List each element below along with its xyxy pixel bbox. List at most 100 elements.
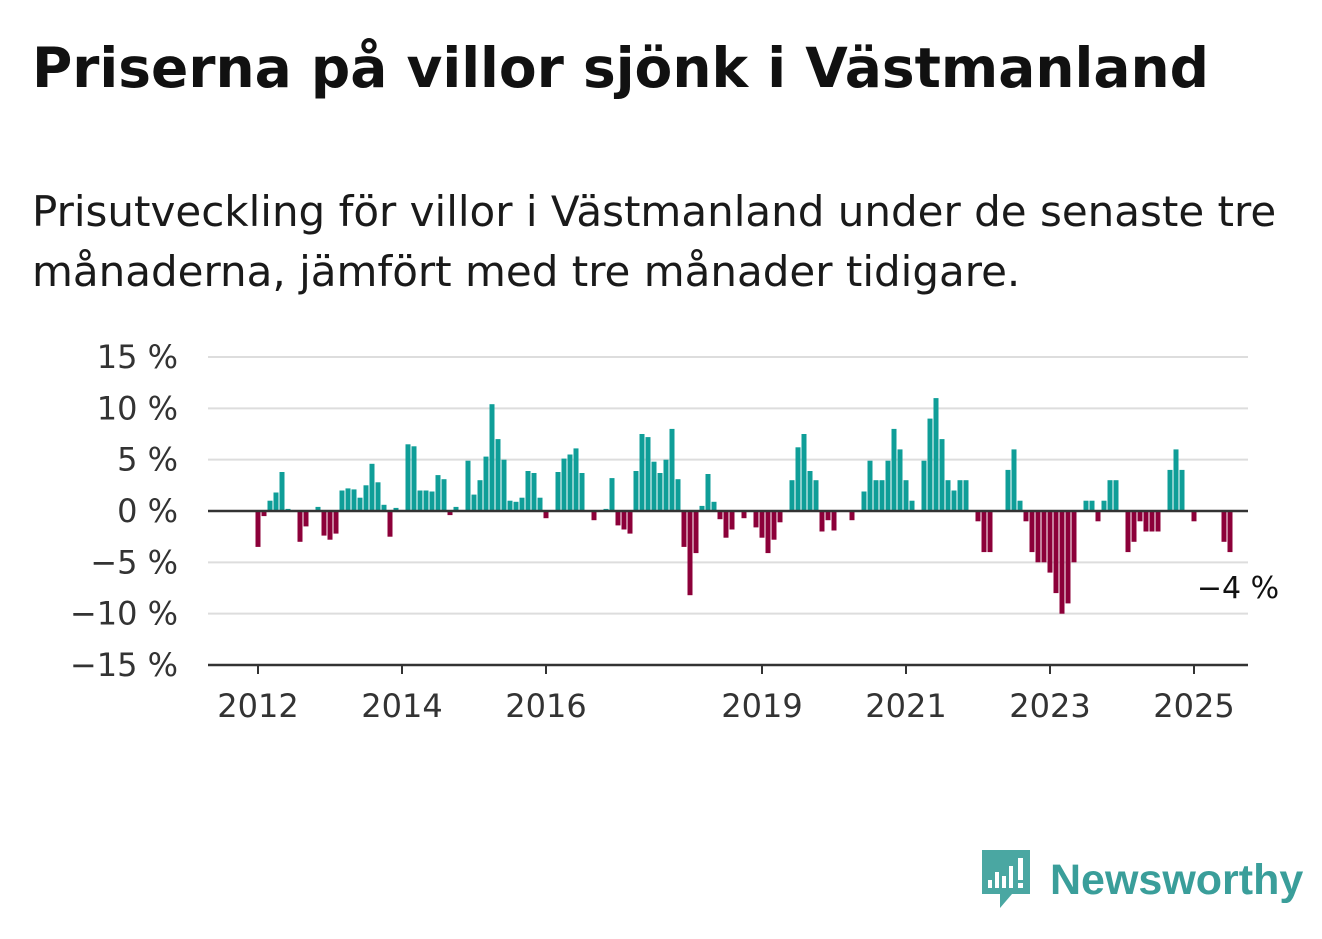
newsworthy-logo: Newsworthy (982, 850, 1303, 910)
bar (891, 428, 897, 511)
axes (208, 509, 1248, 667)
y-tick-label: 10 % (97, 389, 178, 427)
bar (849, 511, 855, 521)
bar (333, 511, 339, 534)
bar (531, 473, 537, 511)
bar (975, 511, 981, 522)
bar (351, 489, 357, 511)
bar (807, 471, 813, 511)
x-tick-label: 2014 (361, 687, 442, 725)
annotations: −4 % (1193, 567, 1283, 610)
bar (1137, 511, 1143, 522)
bar (1221, 511, 1227, 542)
y-tick-label: −5 % (90, 543, 178, 581)
bar (1065, 511, 1071, 604)
bar (987, 511, 993, 553)
bar (1131, 511, 1137, 542)
x-axis-labels: 2012 2014 2016 2019 2021 2023 2025 (217, 665, 1235, 725)
bar (441, 479, 447, 511)
bar (1167, 469, 1173, 511)
bar (903, 480, 909, 511)
bar (663, 459, 669, 511)
bar (471, 494, 477, 511)
bar (327, 511, 333, 540)
x-tick-label: 2025 (1153, 687, 1234, 725)
bar (477, 480, 483, 511)
bar (483, 456, 489, 511)
bar (387, 511, 393, 537)
bar (1149, 511, 1155, 532)
bar (543, 511, 549, 519)
bar (297, 511, 303, 542)
bar (1035, 511, 1041, 563)
bar (801, 434, 807, 511)
bar (501, 459, 507, 511)
bar (777, 511, 783, 523)
bar (693, 511, 699, 554)
bar (927, 418, 933, 511)
bar (279, 472, 285, 511)
bar (435, 475, 441, 511)
bar (1227, 511, 1233, 553)
bar (675, 479, 681, 511)
chart-title: Priserna på villor sjönk i Västmanland (32, 36, 1209, 100)
bar (567, 454, 573, 511)
bar (1011, 449, 1017, 511)
bar (507, 500, 513, 511)
bar (345, 488, 351, 511)
gridlines (208, 356, 1248, 615)
y-tick-label: −10 % (70, 595, 178, 633)
bar (1029, 511, 1035, 553)
bar (363, 485, 369, 511)
bar (315, 506, 321, 511)
bar (885, 460, 891, 511)
bar (621, 511, 627, 530)
bar (813, 480, 819, 511)
bar (963, 480, 969, 511)
bar (627, 511, 633, 534)
bar (729, 511, 735, 530)
bar (753, 511, 759, 528)
bar (1125, 511, 1131, 553)
bar (357, 497, 363, 511)
bar (411, 446, 417, 511)
bar (609, 478, 615, 511)
bar (423, 490, 429, 511)
bar (1059, 511, 1065, 614)
bar (939, 439, 945, 511)
brand-name: Newsworthy (1050, 855, 1304, 904)
annotation-label: −4 % (1197, 571, 1279, 606)
bar (447, 511, 453, 516)
bar (1023, 511, 1029, 522)
x-tick-label: 2016 (505, 687, 586, 725)
bar-chart: 15 %10 %5 %0 %−5 %−10 %−15 % 2012 2014 201… (70, 338, 1283, 725)
bar (795, 447, 801, 511)
bar (1095, 511, 1101, 522)
bar (741, 511, 747, 519)
x-tick-label: 2021 (865, 687, 946, 725)
bar (615, 511, 621, 526)
bar (699, 505, 705, 511)
bar (1017, 500, 1023, 511)
bar (897, 449, 903, 511)
bar (417, 490, 423, 511)
bar (537, 497, 543, 511)
y-tick-label: 0 % (117, 492, 178, 530)
bar (1083, 500, 1089, 511)
x-tick-label: 2023 (1009, 687, 1090, 725)
bar (633, 471, 639, 511)
bar (705, 474, 711, 511)
bar (1191, 511, 1197, 522)
bars (255, 398, 1233, 614)
bar (495, 439, 501, 511)
bar (579, 473, 585, 511)
bar (861, 491, 867, 511)
bar (819, 511, 825, 532)
bar (489, 404, 495, 511)
bar (1053, 511, 1059, 594)
bar (873, 480, 879, 511)
bar (1101, 500, 1107, 511)
bar (573, 448, 579, 511)
bar (981, 511, 987, 553)
bar (465, 460, 471, 511)
